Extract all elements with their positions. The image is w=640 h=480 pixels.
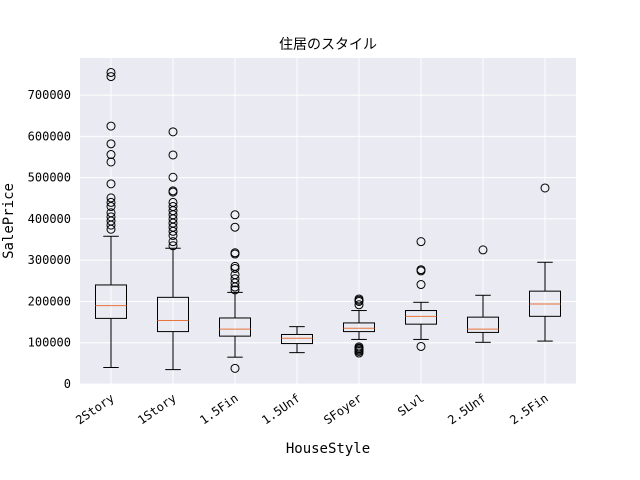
outlier-point [230, 263, 240, 273]
outlier-point [168, 226, 178, 236]
y-tick-label: 700000 [28, 88, 71, 102]
outlier-point [106, 121, 116, 131]
box-15unf [281, 326, 313, 354]
box-1story [157, 127, 189, 371]
x-tick-label: 2Story [73, 391, 117, 427]
outlier-point [230, 285, 240, 295]
outlier-point [106, 193, 116, 203]
outlier-point [540, 183, 550, 193]
x-tick-label: 1.5Unf [259, 391, 303, 427]
y-tick-label: 500000 [28, 171, 71, 185]
y-tick-label: 400000 [28, 212, 71, 226]
outlier-point [416, 237, 426, 247]
box-15fin [219, 210, 251, 373]
outlier-point [106, 220, 116, 230]
x-axis-title: HouseStyle [286, 441, 370, 457]
x-tick-label: 2.5Unf [445, 391, 489, 427]
outlier-point [168, 230, 178, 240]
y-tick-label: 300000 [28, 253, 71, 267]
y-tick-label: 200000 [28, 294, 71, 308]
box-series [95, 67, 561, 373]
x-tick-label: 2.5Fin [507, 391, 551, 427]
iqr-box [405, 310, 437, 325]
outlier-point [354, 296, 364, 306]
outlier-point [106, 67, 116, 77]
box-2story [95, 67, 127, 368]
iqr-box [281, 333, 313, 345]
x-tick-label: SLvl [395, 391, 427, 419]
outlier-point [168, 127, 178, 137]
outlier-point [168, 241, 178, 251]
box-25unf [467, 245, 499, 343]
y-tick-labels: 0 100000 200000 300000 400000 500000 600000 700… [28, 88, 71, 391]
outlier-point [106, 224, 116, 234]
outlier-point [230, 278, 240, 288]
outlier-point [168, 187, 178, 197]
iqr-box [343, 322, 375, 333]
outlier-point [106, 179, 116, 189]
outlier-point [416, 266, 426, 276]
x-tick-label: 1.5Fin [197, 391, 241, 427]
outlier-point [168, 150, 178, 160]
outlier-point [230, 222, 240, 232]
box-sfoyer [343, 294, 375, 358]
iqr-box [467, 316, 499, 333]
outlier-point [168, 172, 178, 182]
plot-area [80, 58, 576, 384]
outlier-point [106, 150, 116, 160]
outlier-point [168, 237, 178, 247]
outlier-point [230, 363, 240, 373]
outlier-point [106, 197, 116, 207]
x-tick-label: SFoyer [321, 391, 365, 427]
box-25fin [529, 183, 561, 342]
iqr-box [157, 296, 189, 333]
outlier-point [354, 348, 364, 358]
x-tick-labels: 2Story 1Story 1.5Fin 1.5Unf SFoyer SLvl 2.5Unf… [73, 391, 551, 427]
iqr-box [219, 317, 251, 337]
outlier-point [230, 210, 240, 220]
y-tick-label: 600000 [28, 129, 71, 143]
y-tick-label: 100000 [28, 336, 71, 350]
chart-title: 住居のスタイル [279, 37, 377, 53]
iqr-box [95, 284, 127, 319]
outlier-point [230, 282, 240, 292]
y-tick-label: 0 [64, 377, 71, 391]
outlier-point [106, 202, 116, 212]
box-slvl [405, 237, 437, 351]
outlier-point [354, 300, 364, 310]
outlier-point [230, 249, 240, 259]
outlier-point [416, 341, 426, 351]
outlier-point [106, 139, 116, 149]
outlier-point [106, 157, 116, 167]
y-axis-title: SalePrice [1, 183, 17, 259]
outlier-point [416, 280, 426, 290]
outlier-point [478, 245, 488, 255]
outlier-point [106, 72, 116, 82]
x-tick-label: 1Story [135, 391, 179, 427]
